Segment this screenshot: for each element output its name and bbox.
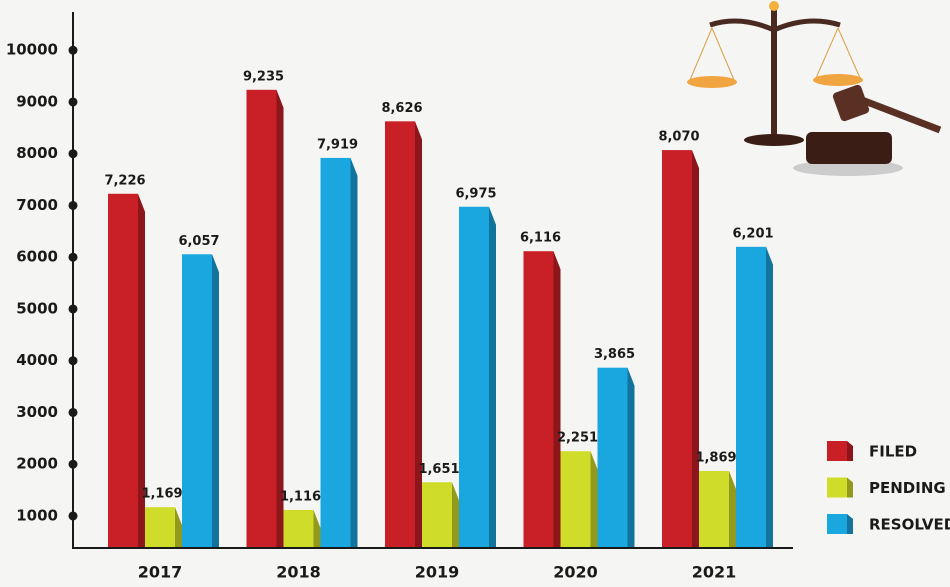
bar-side <box>692 150 699 547</box>
x-tick-label: 2021 <box>692 563 737 582</box>
y-tick-label: 1000 <box>16 506 58 524</box>
bar <box>145 507 175 547</box>
bar-side <box>277 90 284 547</box>
bar <box>561 451 591 547</box>
bar-side <box>489 207 496 547</box>
bar-side <box>628 368 635 547</box>
bar <box>182 254 212 547</box>
bar <box>108 194 138 547</box>
y-tick-mark <box>69 253 78 262</box>
data-label: 8,626 <box>381 101 422 116</box>
bar <box>598 368 628 547</box>
data-label: 1,169 <box>141 487 182 502</box>
legend-swatch <box>827 514 847 534</box>
data-label: 1,651 <box>418 462 459 477</box>
bar-side <box>351 158 358 547</box>
bar-side <box>212 254 219 547</box>
chart: 1000 2000 3000 4000 5000 6000 7000 8000 9000 1000… <box>0 0 950 587</box>
y-tick-mark <box>69 511 78 520</box>
bar <box>662 150 692 547</box>
legend-label: RESOLVED <box>869 516 950 534</box>
bar <box>284 510 314 547</box>
bar <box>422 482 452 547</box>
y-tick-label: 8000 <box>16 144 58 162</box>
data-label: 1,869 <box>695 450 736 465</box>
y-tick-mark <box>69 46 78 55</box>
legend-swatch <box>827 478 847 498</box>
y-tick-label: 2000 <box>16 455 58 473</box>
y-tick-mark <box>69 304 78 313</box>
x-tick-label: 2017 <box>138 563 183 582</box>
data-label: 6,201 <box>732 226 773 241</box>
data-label: 1,116 <box>280 489 321 504</box>
data-label: 8,070 <box>658 130 699 145</box>
legend-swatch <box>827 441 847 461</box>
y-tick-mark <box>69 149 78 158</box>
y-tick-mark <box>69 97 78 106</box>
y-tick-label: 6000 <box>16 248 58 266</box>
data-label: 7,226 <box>104 173 145 188</box>
bar-side <box>554 251 561 547</box>
x-tick-label: 2018 <box>276 563 321 582</box>
bar <box>247 90 277 547</box>
y-tick-label: 10000 <box>6 41 58 59</box>
data-label: 3,865 <box>594 347 635 362</box>
bar <box>524 251 554 547</box>
x-tick-label: 2019 <box>415 563 460 582</box>
bar <box>459 207 489 547</box>
data-label: 7,919 <box>317 137 358 152</box>
y-tick-mark <box>69 356 78 365</box>
bar <box>321 158 351 547</box>
bar-side <box>766 247 773 547</box>
data-label: 6,116 <box>520 231 561 246</box>
y-tick-label: 4000 <box>16 351 58 369</box>
data-label: 2,251 <box>557 431 598 446</box>
y-tick-label: 5000 <box>16 299 58 317</box>
bar-side <box>415 121 422 547</box>
y-tick-mark <box>69 201 78 210</box>
y-tick-mark <box>69 460 78 469</box>
data-label: 6,975 <box>455 186 496 201</box>
bar <box>385 121 415 547</box>
y-tick-mark <box>69 408 78 417</box>
legend-label: PENDING <box>869 479 946 497</box>
legend-label: FILED <box>869 443 917 461</box>
data-label: 6,057 <box>178 234 219 249</box>
y-tick-label: 7000 <box>16 196 58 214</box>
bar <box>736 247 766 547</box>
y-tick-label: 9000 <box>16 92 58 110</box>
bar <box>699 471 729 547</box>
data-label: 9,235 <box>243 69 284 84</box>
x-tick-label: 2020 <box>553 563 598 582</box>
y-tick-label: 3000 <box>16 403 58 421</box>
